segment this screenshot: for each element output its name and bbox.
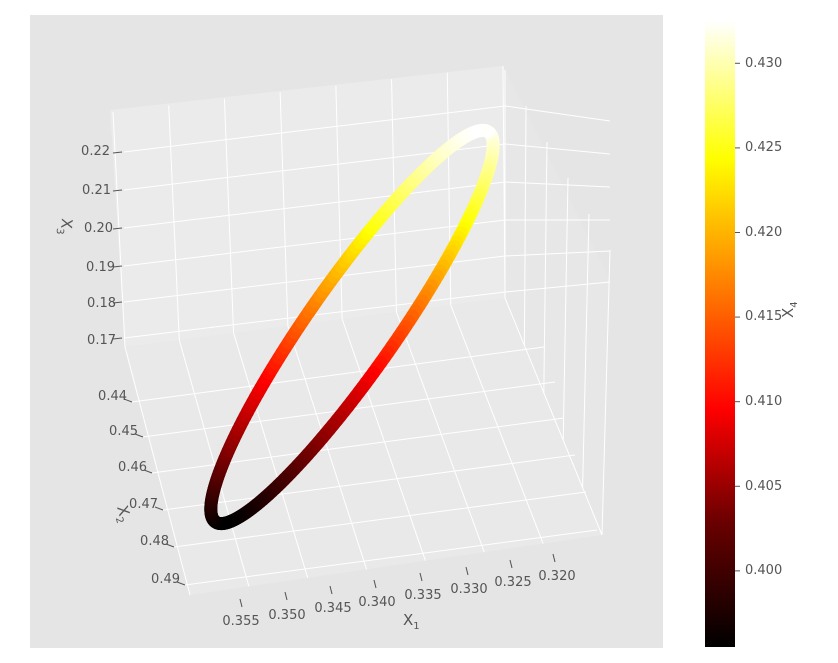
- x-tick-mark: [373, 579, 377, 589]
- colorbar-tick-label: 0.425: [745, 140, 782, 155]
- grid-line: [178, 339, 250, 587]
- grid-line: [450, 304, 544, 544]
- y-axis-title: X2: [110, 503, 135, 525]
- colorbar-tick-label: 0.415: [745, 309, 782, 324]
- colorbar-tick-label: 0.420: [745, 225, 782, 240]
- grid-line: [504, 250, 611, 257]
- tick-marks: [112, 151, 556, 608]
- grid-line: [504, 281, 611, 293]
- x-tick-label: 0.340: [358, 595, 395, 610]
- y-tick-mark: [154, 506, 164, 511]
- z-tick-mark: [112, 301, 123, 304]
- x-tick-label: 0.345: [314, 601, 351, 616]
- x-tick-labels: 0.355 0.350 0.345 0.340 0.335 0.330 0.32…: [222, 569, 575, 629]
- grid-line: [543, 141, 548, 393]
- grid-line: [124, 346, 191, 596]
- grid-line: [504, 297, 603, 536]
- y-tick-labels: 0.44 0.45 0.46 0.47 0.48 0.49: [98, 389, 180, 587]
- z-tick-labels: 0.17 0.18 0.19 0.20 0.21 0.22: [81, 144, 116, 348]
- y-tick-label: 0.47: [129, 497, 158, 512]
- back-pane: [110, 66, 505, 347]
- x-tick-mark: [552, 553, 556, 563]
- colorbar-tick-label: 0.430: [745, 56, 782, 71]
- x-tick-label: 0.325: [494, 575, 531, 590]
- colorbar-title: X4: [779, 301, 800, 318]
- grid-line: [123, 181, 506, 229]
- z-tick-label: 0.17: [87, 333, 116, 348]
- x-tick-label: 0.350: [268, 608, 305, 623]
- grid-line: [287, 325, 368, 570]
- grid-line: [504, 181, 611, 188]
- grid-line: [504, 105, 611, 122]
- grid-line: [162, 454, 576, 511]
- grid-line: [341, 318, 426, 561]
- y-tick-mark: [143, 469, 153, 474]
- grid-line: [582, 213, 590, 488]
- z-tick-mark: [112, 227, 123, 230]
- y-tick-label: 0.45: [109, 424, 138, 439]
- y-tick-mark: [134, 433, 144, 438]
- x-tick-label: 0.355: [222, 614, 259, 629]
- x-tick-mark: [419, 572, 423, 582]
- grid-line: [131, 346, 545, 403]
- y-tick-label: 0.49: [151, 572, 180, 587]
- grid-line: [123, 219, 506, 267]
- curve-segment: [481, 124, 496, 139]
- grid-line: [562, 177, 569, 441]
- data-curve: [204, 123, 500, 531]
- z-tick-mark: [112, 151, 123, 154]
- colorbar-tick-label: 0.405: [745, 479, 782, 494]
- y-tick-mark: [165, 543, 175, 548]
- grid-line: [233, 332, 309, 579]
- grid-line: [184, 529, 598, 586]
- grid-lines: [112, 65, 611, 596]
- grid-line: [168, 105, 180, 341]
- grid-line: [123, 105, 506, 153]
- grid-line: [223, 98, 235, 334]
- colorbar-ticks: [735, 62, 740, 572]
- z-tick-label: 0.22: [81, 144, 110, 159]
- colorbar-tick-label: 0.410: [745, 394, 782, 409]
- y-tick-label: 0.46: [118, 460, 147, 475]
- z-tick-label: 0.20: [84, 221, 113, 236]
- colorbar: [705, 21, 735, 647]
- x-tick-label: 0.330: [450, 582, 487, 597]
- grid-line: [173, 491, 587, 548]
- z-tick-label: 0.18: [87, 296, 116, 311]
- x-tick-mark: [465, 566, 469, 576]
- z-tick-mark: [112, 189, 123, 192]
- grid-line: [504, 143, 611, 155]
- z-axis-title: X3: [54, 217, 76, 235]
- x-axis-title: X1: [403, 611, 420, 632]
- grid-line: [112, 111, 126, 348]
- x-tick-label: 0.320: [538, 569, 575, 584]
- x-tick-mark: [329, 585, 333, 595]
- z-tick-label: 0.21: [82, 183, 111, 198]
- x-tick-mark: [284, 591, 288, 601]
- x-tick-mark: [509, 559, 513, 569]
- grid-line: [395, 311, 485, 553]
- y-tick-mark: [123, 398, 133, 403]
- y-tick-mark: [176, 581, 186, 586]
- x-tick-mark: [239, 598, 243, 608]
- y-tick-label: 0.44: [98, 389, 127, 404]
- z-tick-label: 0.19: [86, 260, 115, 275]
- y-tick-label: 0.48: [140, 534, 169, 549]
- grid-line: [523, 105, 527, 346]
- z-tick-mark: [112, 265, 123, 268]
- grid-line: [601, 249, 611, 536]
- x-tick-label: 0.335: [404, 588, 441, 603]
- colorbar-tick-labels: 0.400 0.405 0.410 0.415 0.420 0.425 0.43…: [745, 56, 782, 578]
- colorbar-tick-label: 0.400: [745, 563, 782, 578]
- z-tick-mark: [112, 337, 123, 340]
